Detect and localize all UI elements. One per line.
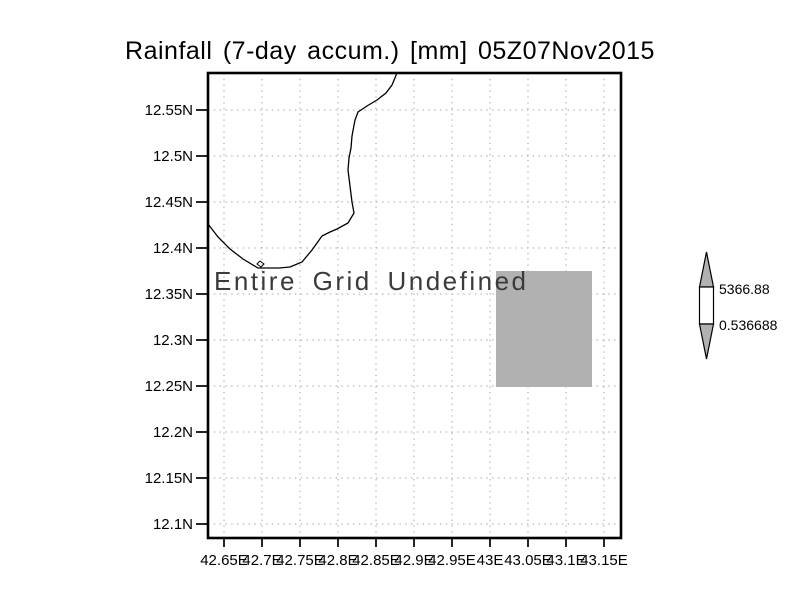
x-tick-label: 43E [477,552,504,569]
x-tick-label: 43.05E [504,552,552,569]
x-tick-label: 42.9E [394,552,433,569]
y-tick-label: 12.2N [153,424,193,441]
x-tick-label: 42.85E [352,552,400,569]
colorbar-mid-segment [698,286,715,325]
undefined-grid-message: Entire Grid Undefined [214,266,529,296]
y-axis-labels: 12.55N 12.5N 12.45N 12.4N 12.35N 12.3N 1… [145,102,193,533]
undefined-data-cell [496,271,592,387]
plot-frame [206,71,623,540]
x-tick-label: 42.8E [318,552,357,569]
colorbar-upper-arrow [698,251,715,288]
x-tick-label: 43.15E [580,552,628,569]
y-tick-label: 12.55N [145,102,193,119]
y-tick-label: 12.1N [153,516,193,533]
plot-title: Rainfall (7-day accum.) [mm] 05Z07Nov201… [125,37,655,65]
colorbar: 5366.88 0.536688 [698,251,778,360]
colorbar-lower-arrow [698,323,715,360]
small-island-marker [256,260,265,268]
y-tick-label: 12.4N [153,240,193,257]
x-tick-label: 42.65E [200,552,248,569]
y-tick-label: 12.15N [145,470,193,487]
y-tick-label: 12.5N [153,148,193,165]
x-tick-label: 42.75E [276,552,324,569]
x-axis-labels: 42.65E 42.7E 42.75E 42.8E 42.85E 42.9E 4… [200,552,628,569]
y-tick-label: 12.45N [145,194,193,211]
y-tick-label: 12.25N [145,378,193,395]
y-tick-label: 12.35N [145,286,193,303]
x-axis-ticks [223,539,605,547]
colorbar-max-label: 5366.88 [719,281,770,297]
coastline-path [208,73,398,269]
y-axis-ticks [196,109,207,525]
x-tick-label: 43.1E [546,552,585,569]
colorbar-min-label: 0.536688 [719,317,778,333]
x-tick-label: 42.7E [242,552,281,569]
x-tick-label: 42.95E [428,552,476,569]
y-tick-label: 12.3N [153,332,193,349]
